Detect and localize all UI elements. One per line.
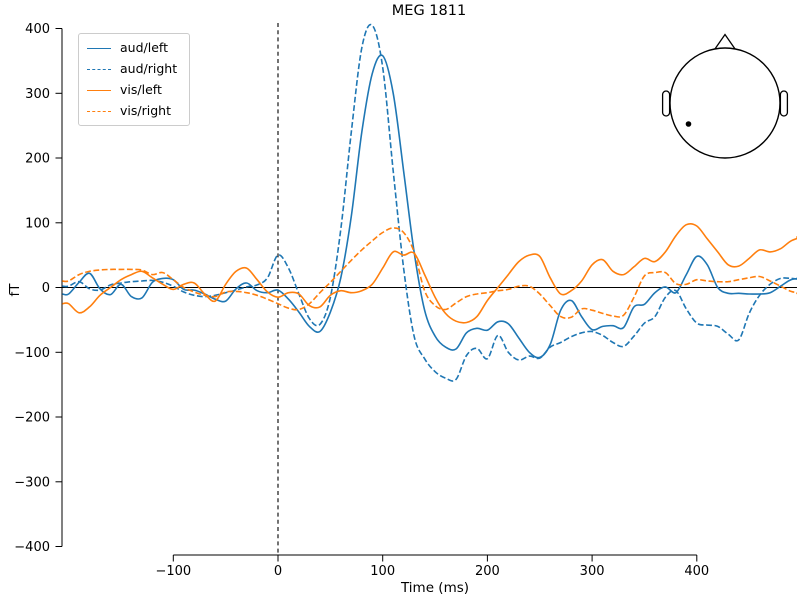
x-tick-label: 0 bbox=[274, 564, 282, 579]
y-tick-label: −100 bbox=[14, 346, 50, 361]
x-tick-label: −100 bbox=[155, 564, 191, 579]
head-left-ear bbox=[661, 90, 671, 117]
legend-entry-vis-right: vis/right bbox=[87, 103, 177, 119]
legend-entry-vis-left: vis/left bbox=[87, 82, 177, 98]
sensor-location-dot bbox=[685, 121, 692, 127]
legend-line-sample bbox=[87, 47, 111, 49]
y-tick-label: 300 bbox=[25, 87, 50, 102]
legend: aud/left aud/right vis/left vis/right bbox=[78, 33, 191, 126]
head-outline bbox=[669, 47, 781, 159]
legend-label: aud/left bbox=[120, 40, 168, 55]
y-tick-label: 0 bbox=[42, 281, 50, 296]
curve-aud-right bbox=[62, 23, 797, 382]
x-tick-label: 100 bbox=[370, 564, 395, 579]
x-axis-label: Time (ms) bbox=[400, 580, 470, 596]
legend-label: vis/right bbox=[120, 103, 171, 118]
y-tick-label: −400 bbox=[14, 540, 50, 555]
legend-line-sample bbox=[87, 89, 111, 91]
y-tick-label: −200 bbox=[14, 411, 50, 426]
head-right-ear bbox=[779, 90, 789, 117]
head-nose bbox=[711, 33, 739, 53]
head-inset bbox=[661, 33, 789, 159]
legend-label: aud/right bbox=[120, 61, 178, 76]
x-tick-label: 300 bbox=[580, 564, 605, 579]
legend-label: vis/left bbox=[120, 82, 162, 97]
y-tick-label: −300 bbox=[14, 475, 50, 490]
legend-entry-aud-right: aud/right bbox=[87, 61, 177, 77]
curve-aud-left bbox=[62, 54, 797, 359]
y-tick-label: 100 bbox=[25, 216, 50, 231]
y-tick-label: 200 bbox=[25, 152, 50, 167]
y-tick-label: 400 bbox=[25, 22, 50, 37]
x-tick-label: 400 bbox=[684, 564, 709, 579]
curve-vis-left bbox=[62, 222, 797, 324]
curve-vis-right bbox=[62, 227, 797, 319]
legend-line-sample bbox=[87, 110, 111, 112]
y-axis-label: fT bbox=[7, 283, 23, 297]
legend-entry-aud-left: aud/left bbox=[87, 40, 177, 56]
x-tick-label: 200 bbox=[475, 564, 500, 579]
chart-title: MEG 1811 bbox=[391, 3, 467, 19]
legend-line-sample bbox=[87, 68, 111, 70]
